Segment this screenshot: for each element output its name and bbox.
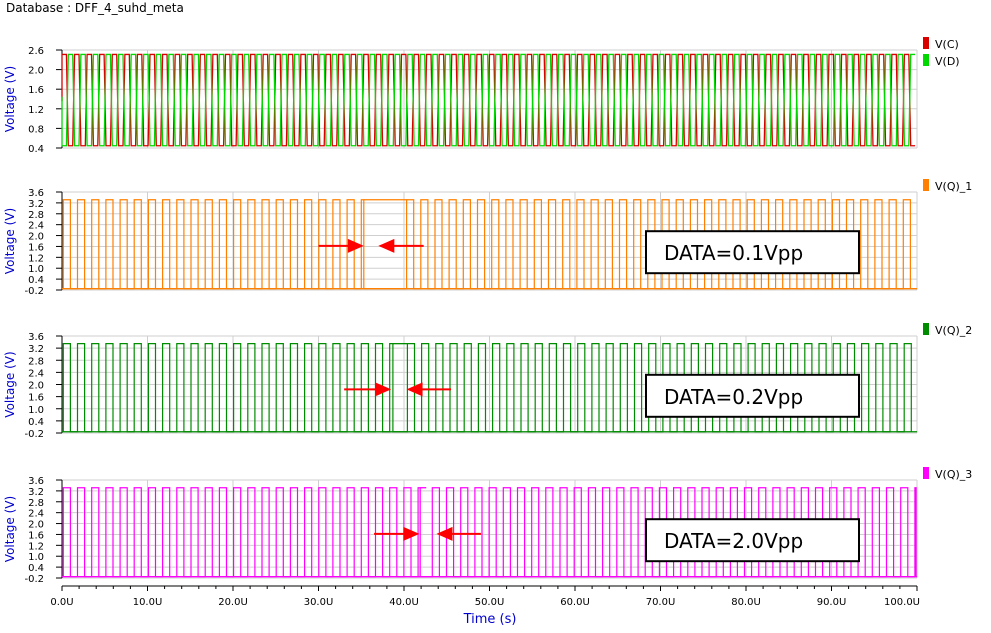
panel-4: 3.63.22.82.42.01.61.21.00.4-0.2 Voltage (… bbox=[3, 467, 972, 585]
x-tick-label: 0.0U bbox=[50, 597, 73, 608]
x-axis-label: Time (s) bbox=[463, 612, 517, 627]
x-tick-label: 40.0U bbox=[389, 597, 419, 608]
legend-swatch bbox=[923, 179, 929, 191]
y-tick-label: 1.2 bbox=[28, 105, 44, 116]
y-tick-label: 0.4 bbox=[28, 275, 44, 286]
panel-1: 2.6 2.0 1.6 1.2 0.8 0.4 Voltage (V) V(C) V(D) bbox=[3, 37, 960, 155]
legend-label: V(Q)_1 bbox=[935, 180, 972, 193]
y-tick-label: 2.4 bbox=[28, 368, 44, 379]
y-tick-label: 3.6 bbox=[28, 476, 44, 487]
y-tick-label: 1.0 bbox=[28, 264, 44, 275]
y-tick-label: 1.6 bbox=[28, 530, 44, 541]
x-tick-label: 80.0U bbox=[731, 597, 761, 608]
y-tick-label: 2.6 bbox=[28, 46, 44, 57]
y-tick-label: 3.6 bbox=[28, 332, 44, 343]
y-tick-label: 2.8 bbox=[28, 356, 44, 367]
annotation-text: DATA=0.2Vpp bbox=[664, 385, 803, 409]
y-tick-label: 1.2 bbox=[28, 541, 44, 552]
y-tick-label: 0.4 bbox=[28, 563, 44, 574]
arrow-head bbox=[403, 526, 420, 541]
x-tick-label: 30.0U bbox=[304, 597, 334, 608]
y-tick-label: 1.0 bbox=[28, 405, 44, 416]
y-axis-label: Voltage (V) bbox=[3, 496, 17, 562]
y-tick-label: 3.2 bbox=[28, 344, 44, 355]
series-line-V(D) bbox=[61, 53, 916, 147]
annotation-box bbox=[645, 230, 860, 275]
y-tick-label: 3.2 bbox=[28, 199, 44, 210]
y-tick-label: 2.0 bbox=[28, 520, 44, 531]
y-tick-label: 2.4 bbox=[28, 509, 44, 520]
y-tick-label: 0.8 bbox=[28, 124, 44, 135]
series-line-V(Q)_2 bbox=[62, 343, 912, 433]
y-tick-label: -0.2 bbox=[24, 574, 44, 585]
y-tick-label: 1.6 bbox=[28, 393, 44, 404]
arrow-head bbox=[375, 382, 392, 397]
panel-3: 3.63.22.82.4 2.01.61.00.4-0.2 Voltage (V) V… bbox=[3, 323, 972, 440]
y-tick-label: 3.2 bbox=[28, 487, 44, 498]
y-tick-label: 1.6 bbox=[28, 85, 44, 96]
y-axis-label: Voltage (V) bbox=[3, 351, 17, 417]
x-tick-label: 50.0U bbox=[475, 597, 505, 608]
y-tick-label: 2.8 bbox=[28, 498, 44, 509]
arrow-head bbox=[406, 382, 423, 397]
x-tick-label: 100.0U bbox=[884, 597, 920, 608]
y-tick-label: 2.4 bbox=[28, 221, 44, 232]
y-tick-label: 3.6 bbox=[28, 188, 44, 199]
annotation-text: DATA=0.1Vpp bbox=[664, 241, 803, 265]
y-axis-label: Voltage (V) bbox=[3, 208, 17, 274]
legend-swatch bbox=[923, 54, 929, 66]
y-tick-label: 2.0 bbox=[28, 232, 44, 243]
x-tick-label: 60.0U bbox=[560, 597, 590, 608]
x-tick-label: 70.0U bbox=[646, 597, 676, 608]
x-tick-label: 10.0U bbox=[133, 597, 163, 608]
panel-2: 3.63.22.82.42.01.61.21.00.4-0.2 Voltage (… bbox=[3, 179, 972, 297]
y-tick-label: 2.0 bbox=[28, 381, 44, 392]
y-tick-label: 1.0 bbox=[28, 552, 44, 563]
annotation-text: DATA=2.0Vpp bbox=[664, 529, 803, 553]
y-tick-label: -0.2 bbox=[24, 286, 44, 297]
y-tick-label: 2.0 bbox=[28, 66, 44, 77]
database-title: Database : DFF_4_suhd_meta bbox=[6, 1, 184, 15]
y-tick-label: 0.4 bbox=[28, 417, 44, 428]
legend-swatch bbox=[923, 37, 929, 49]
arrow-head bbox=[436, 526, 453, 541]
y-axis-label: Voltage (V) bbox=[3, 66, 17, 132]
y-tick-label: 2.8 bbox=[28, 210, 44, 221]
legend-label: V(Q)_2 bbox=[935, 324, 972, 337]
legend-label: V(Q)_3 bbox=[935, 468, 972, 481]
x-tick-label: 90.0U bbox=[817, 597, 847, 608]
x-tick-label: 20.0U bbox=[218, 597, 248, 608]
y-tick-label: -0.2 bbox=[24, 429, 44, 440]
legend-swatch bbox=[923, 323, 929, 335]
legend-swatch bbox=[923, 467, 929, 479]
annotation-box bbox=[645, 518, 860, 563]
annotation-box bbox=[645, 373, 860, 418]
legend-label: V(D) bbox=[935, 55, 960, 68]
y-tick-label: 1.2 bbox=[28, 253, 44, 264]
arrow-head bbox=[378, 238, 395, 253]
arrow-head bbox=[347, 238, 364, 253]
y-tick-label: 1.6 bbox=[28, 242, 44, 253]
legend-label: V(C) bbox=[935, 38, 959, 51]
y-tick-label: 0.4 bbox=[28, 144, 44, 155]
